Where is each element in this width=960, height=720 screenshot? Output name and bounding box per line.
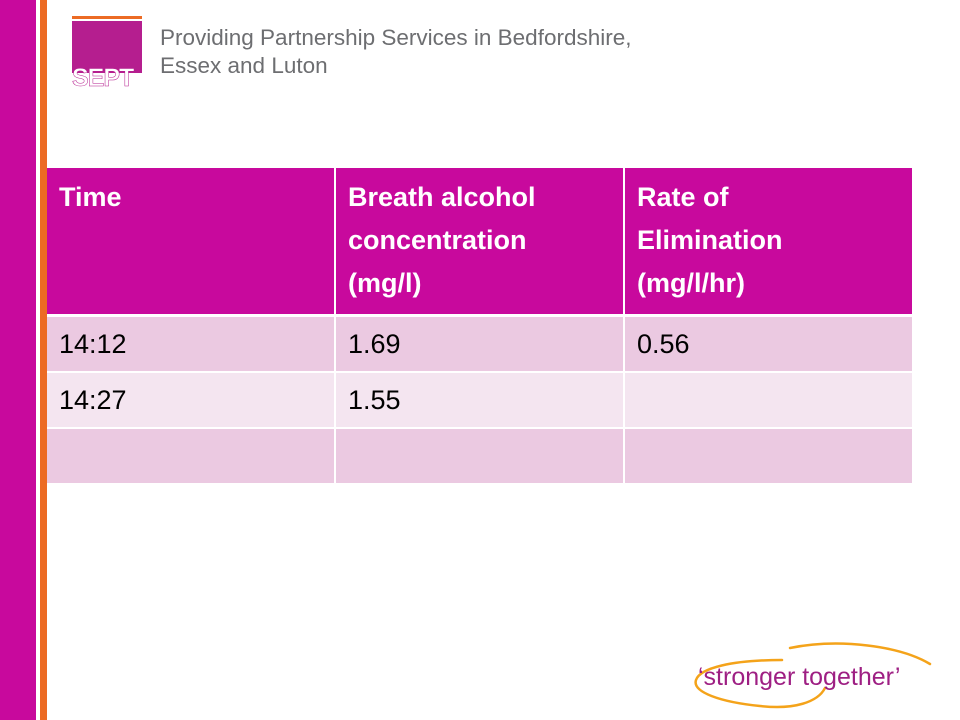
logo-block [72,21,142,73]
header-rate-elimination: Rate of Elimination (mg/l/hr) [624,168,912,317]
cell-breath-alcohol: 1.55 [335,372,625,429]
header-breath-line2: concentration [348,225,527,255]
cell-time: 14:12 [47,315,336,373]
table-row: 14:12 1.69 0.56 [47,315,912,373]
header-rate-line1: Rate of [637,182,729,212]
header-breath-line3: (mg/l) [348,268,422,298]
table-header-row: Time Breath alcohol concentration (mg/l)… [47,168,912,317]
slogan-text: ‘stronger together’ [698,663,901,691]
cell-time: 14:27 [47,372,336,429]
cell-time [47,428,336,485]
cell-rate [624,372,912,429]
header-time-text: Time [59,182,122,212]
logo-orange-line [72,16,142,19]
header-breath-line1: Breath alcohol [348,182,536,212]
cell-rate: 0.56 [624,315,912,373]
header-time: Time [47,168,336,317]
left-magenta-bar [0,0,36,720]
sept-logo: SEPT [72,16,142,92]
cell-breath-alcohol: 1.69 [335,315,625,373]
left-orange-bar [40,0,47,720]
header-rate-line2: Elimination [637,225,783,255]
table-row: 14:27 1.55 [47,372,912,429]
cell-rate [624,428,912,485]
header-rate-line3: (mg/l/hr) [637,268,745,298]
title-line-1: Providing Partnership Services in Bedfor… [160,25,632,50]
slogan-swoosh-icon [694,642,932,709]
logo-text: SEPT [72,64,135,92]
stronger-together-logo: ‘stronger together’ [690,640,950,710]
header-breath-alcohol: Breath alcohol concentration (mg/l) [335,168,625,317]
alcohol-table: Time Breath alcohol concentration (mg/l)… [47,168,912,485]
table-row [47,428,912,485]
title-line-2: Essex and Luton [160,53,328,78]
cell-breath-alcohol [335,428,625,485]
organisation-title: Providing Partnership Services in Bedfor… [160,24,680,80]
